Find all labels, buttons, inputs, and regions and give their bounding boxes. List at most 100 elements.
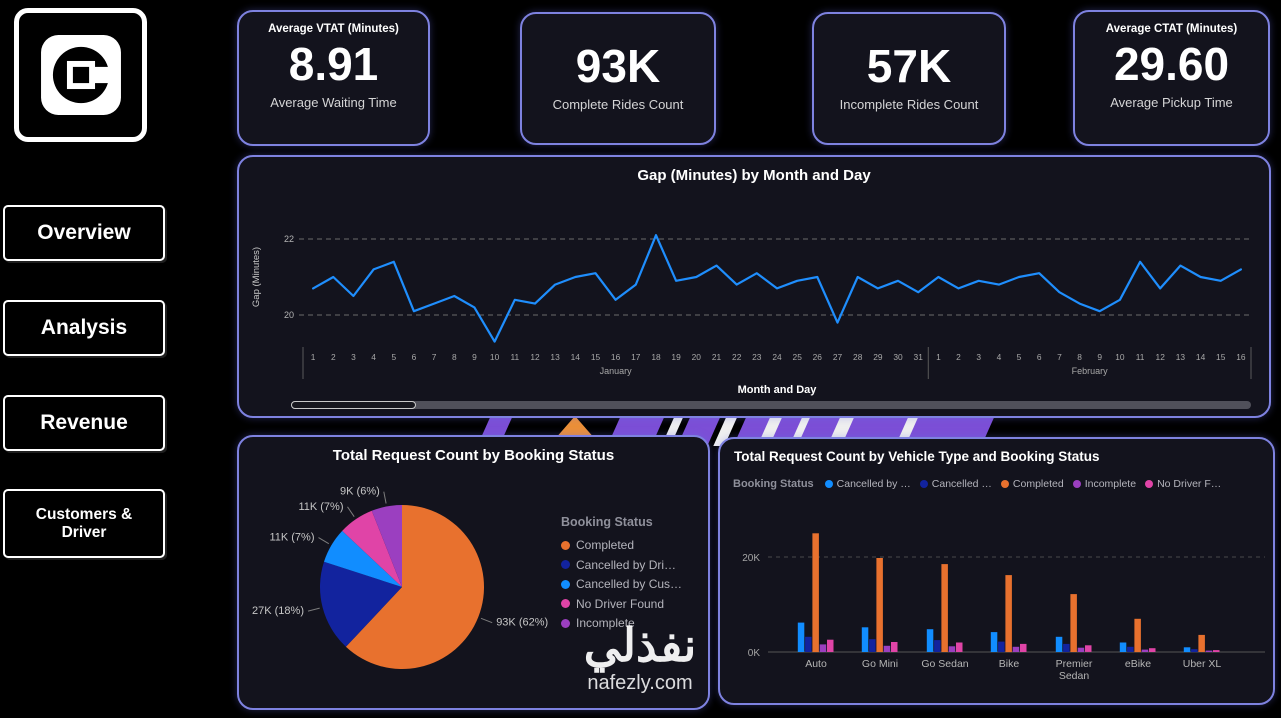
category-label: Sedan	[1059, 670, 1090, 682]
legend-item-label: Cancelled …	[931, 478, 992, 490]
legend-color-dot	[561, 560, 570, 569]
bar[interactable]	[1149, 648, 1156, 652]
bar[interactable]	[1141, 649, 1149, 652]
legend-item[interactable]: Cancelled by …	[824, 478, 911, 490]
bar[interactable]	[998, 641, 1005, 653]
legend-item[interactable]: Cancelled …	[919, 478, 992, 490]
svg-text:27: 27	[833, 352, 843, 362]
svg-text:15: 15	[591, 352, 601, 362]
pie-slice[interactable]	[342, 510, 402, 587]
sidebar-item-analysis[interactable]: Analysis	[3, 300, 165, 356]
svg-text:16: 16	[1236, 352, 1246, 362]
svg-text:3: 3	[351, 352, 356, 362]
svg-text:2: 2	[331, 352, 336, 362]
bar[interactable]	[1020, 643, 1027, 652]
svg-text:30: 30	[893, 352, 903, 362]
bar[interactable]	[1005, 575, 1012, 653]
legend-color-dot	[561, 599, 570, 608]
legend-item-label: Completed	[1012, 478, 1064, 490]
bar[interactable]	[1183, 647, 1191, 653]
bar[interactable]	[805, 636, 812, 652]
pie-slice[interactable]	[371, 505, 402, 587]
svg-text:31: 31	[914, 352, 924, 362]
bar[interactable]	[1085, 645, 1092, 652]
bar[interactable]	[1063, 643, 1070, 652]
chart-scrollbar-thumb[interactable]	[291, 401, 416, 409]
pie-slice[interactable]	[324, 530, 402, 587]
svg-text:17: 17	[631, 352, 641, 362]
bar[interactable]	[797, 622, 805, 652]
svg-text:1: 1	[311, 352, 316, 362]
bar[interactable]	[812, 533, 819, 653]
pie-slice[interactable]	[345, 505, 485, 669]
bar[interactable]	[926, 629, 934, 652]
legend-item[interactable]: Incomplete	[561, 616, 682, 630]
svg-text:0K: 0K	[748, 648, 761, 659]
kpi-title: Average VTAT (Minutes)	[268, 23, 399, 35]
legend-color-dot	[919, 480, 928, 488]
category-label: eBike	[1125, 658, 1151, 670]
bar[interactable]	[1055, 636, 1063, 652]
sidebar-item-label: Analysis	[40, 315, 128, 339]
svg-text:20: 20	[284, 310, 294, 320]
svg-text:13: 13	[1176, 352, 1186, 362]
bar[interactable]	[1134, 618, 1141, 653]
legend-item[interactable]: Completed	[1000, 478, 1064, 490]
category-label: Premier	[1056, 658, 1093, 670]
bar[interactable]	[941, 564, 948, 652]
legend-item-label: Completed	[576, 538, 635, 552]
kpi-value: 93K	[575, 40, 661, 92]
bar[interactable]	[883, 645, 891, 652]
sidebar-item-customers-driver[interactable]: Customers & Driver	[3, 489, 165, 558]
svg-text:15: 15	[1216, 352, 1226, 362]
bar[interactable]	[1012, 646, 1020, 652]
svg-text:10: 10	[1115, 352, 1125, 362]
bar[interactable]	[869, 639, 876, 652]
legend-title: Booking Status	[733, 478, 814, 490]
legend-color-dot	[1145, 480, 1154, 488]
svg-text:22: 22	[284, 234, 294, 244]
sidebar-item-label: Customers & Driver	[35, 505, 133, 541]
kpi-subtitle: Average Pickup Time	[1110, 94, 1233, 110]
legend-item[interactable]: No Driver F…	[1145, 478, 1221, 490]
bar[interactable]	[819, 644, 827, 652]
sidebar-item-overview[interactable]: Overview	[3, 205, 165, 261]
legend-item-label: Cancelled by Dri…	[576, 557, 677, 572]
bar[interactable]	[876, 558, 883, 652]
svg-text:16: 16	[611, 352, 621, 362]
legend-item[interactable]: Incomplete	[1072, 478, 1136, 490]
bar[interactable]	[948, 646, 956, 652]
bar[interactable]	[1213, 650, 1220, 652]
bar[interactable]	[1205, 650, 1213, 652]
sidebar-item-revenue[interactable]: Revenue	[3, 395, 165, 451]
legend-item-label: Cancelled by Cus…	[576, 577, 683, 591]
pie-slice[interactable]	[320, 561, 402, 647]
category-label: Go Mini	[862, 658, 898, 670]
svg-text:Month and Day: Month and Day	[738, 384, 818, 396]
svg-text:2: 2	[956, 352, 961, 362]
bar[interactable]	[1198, 634, 1205, 652]
legend-item[interactable]: Cancelled by Cus…	[561, 577, 682, 591]
booking-status-pie-chart[interactable]: 93K (62%) 27K (18%) 11K (7%) 11K (7%) 9K (6%…	[239, 437, 708, 708]
bar[interactable]	[1070, 594, 1077, 652]
bar[interactable]	[1127, 646, 1134, 652]
legend-item[interactable]: Cancelled by Dri…	[561, 558, 682, 572]
bar[interactable]	[956, 642, 963, 653]
bar[interactable]	[934, 640, 941, 652]
bar[interactable]	[1191, 649, 1198, 653]
bar[interactable]	[1119, 642, 1127, 653]
vehicle-type-bar-chart[interactable]: 0K 20K Auto Go Mini Go Sedan Bike PremierSedan…	[720, 439, 1273, 703]
legend-item[interactable]: No Driver Found	[561, 597, 682, 611]
svg-text:5: 5	[391, 352, 396, 362]
legend-item[interactable]: Completed	[561, 538, 682, 552]
bar[interactable]	[827, 639, 834, 652]
legend-color-dot	[561, 579, 570, 589]
chart-scrollbar-track[interactable]	[291, 401, 1251, 409]
legend-color-dot	[824, 480, 833, 488]
bar[interactable]	[891, 642, 898, 652]
bar[interactable]	[861, 627, 869, 652]
bar[interactable]	[990, 632, 998, 652]
bar[interactable]	[1077, 647, 1085, 652]
vehicle-type-bar-panel: Total Request Count by Vehicle Type and …	[718, 437, 1275, 705]
